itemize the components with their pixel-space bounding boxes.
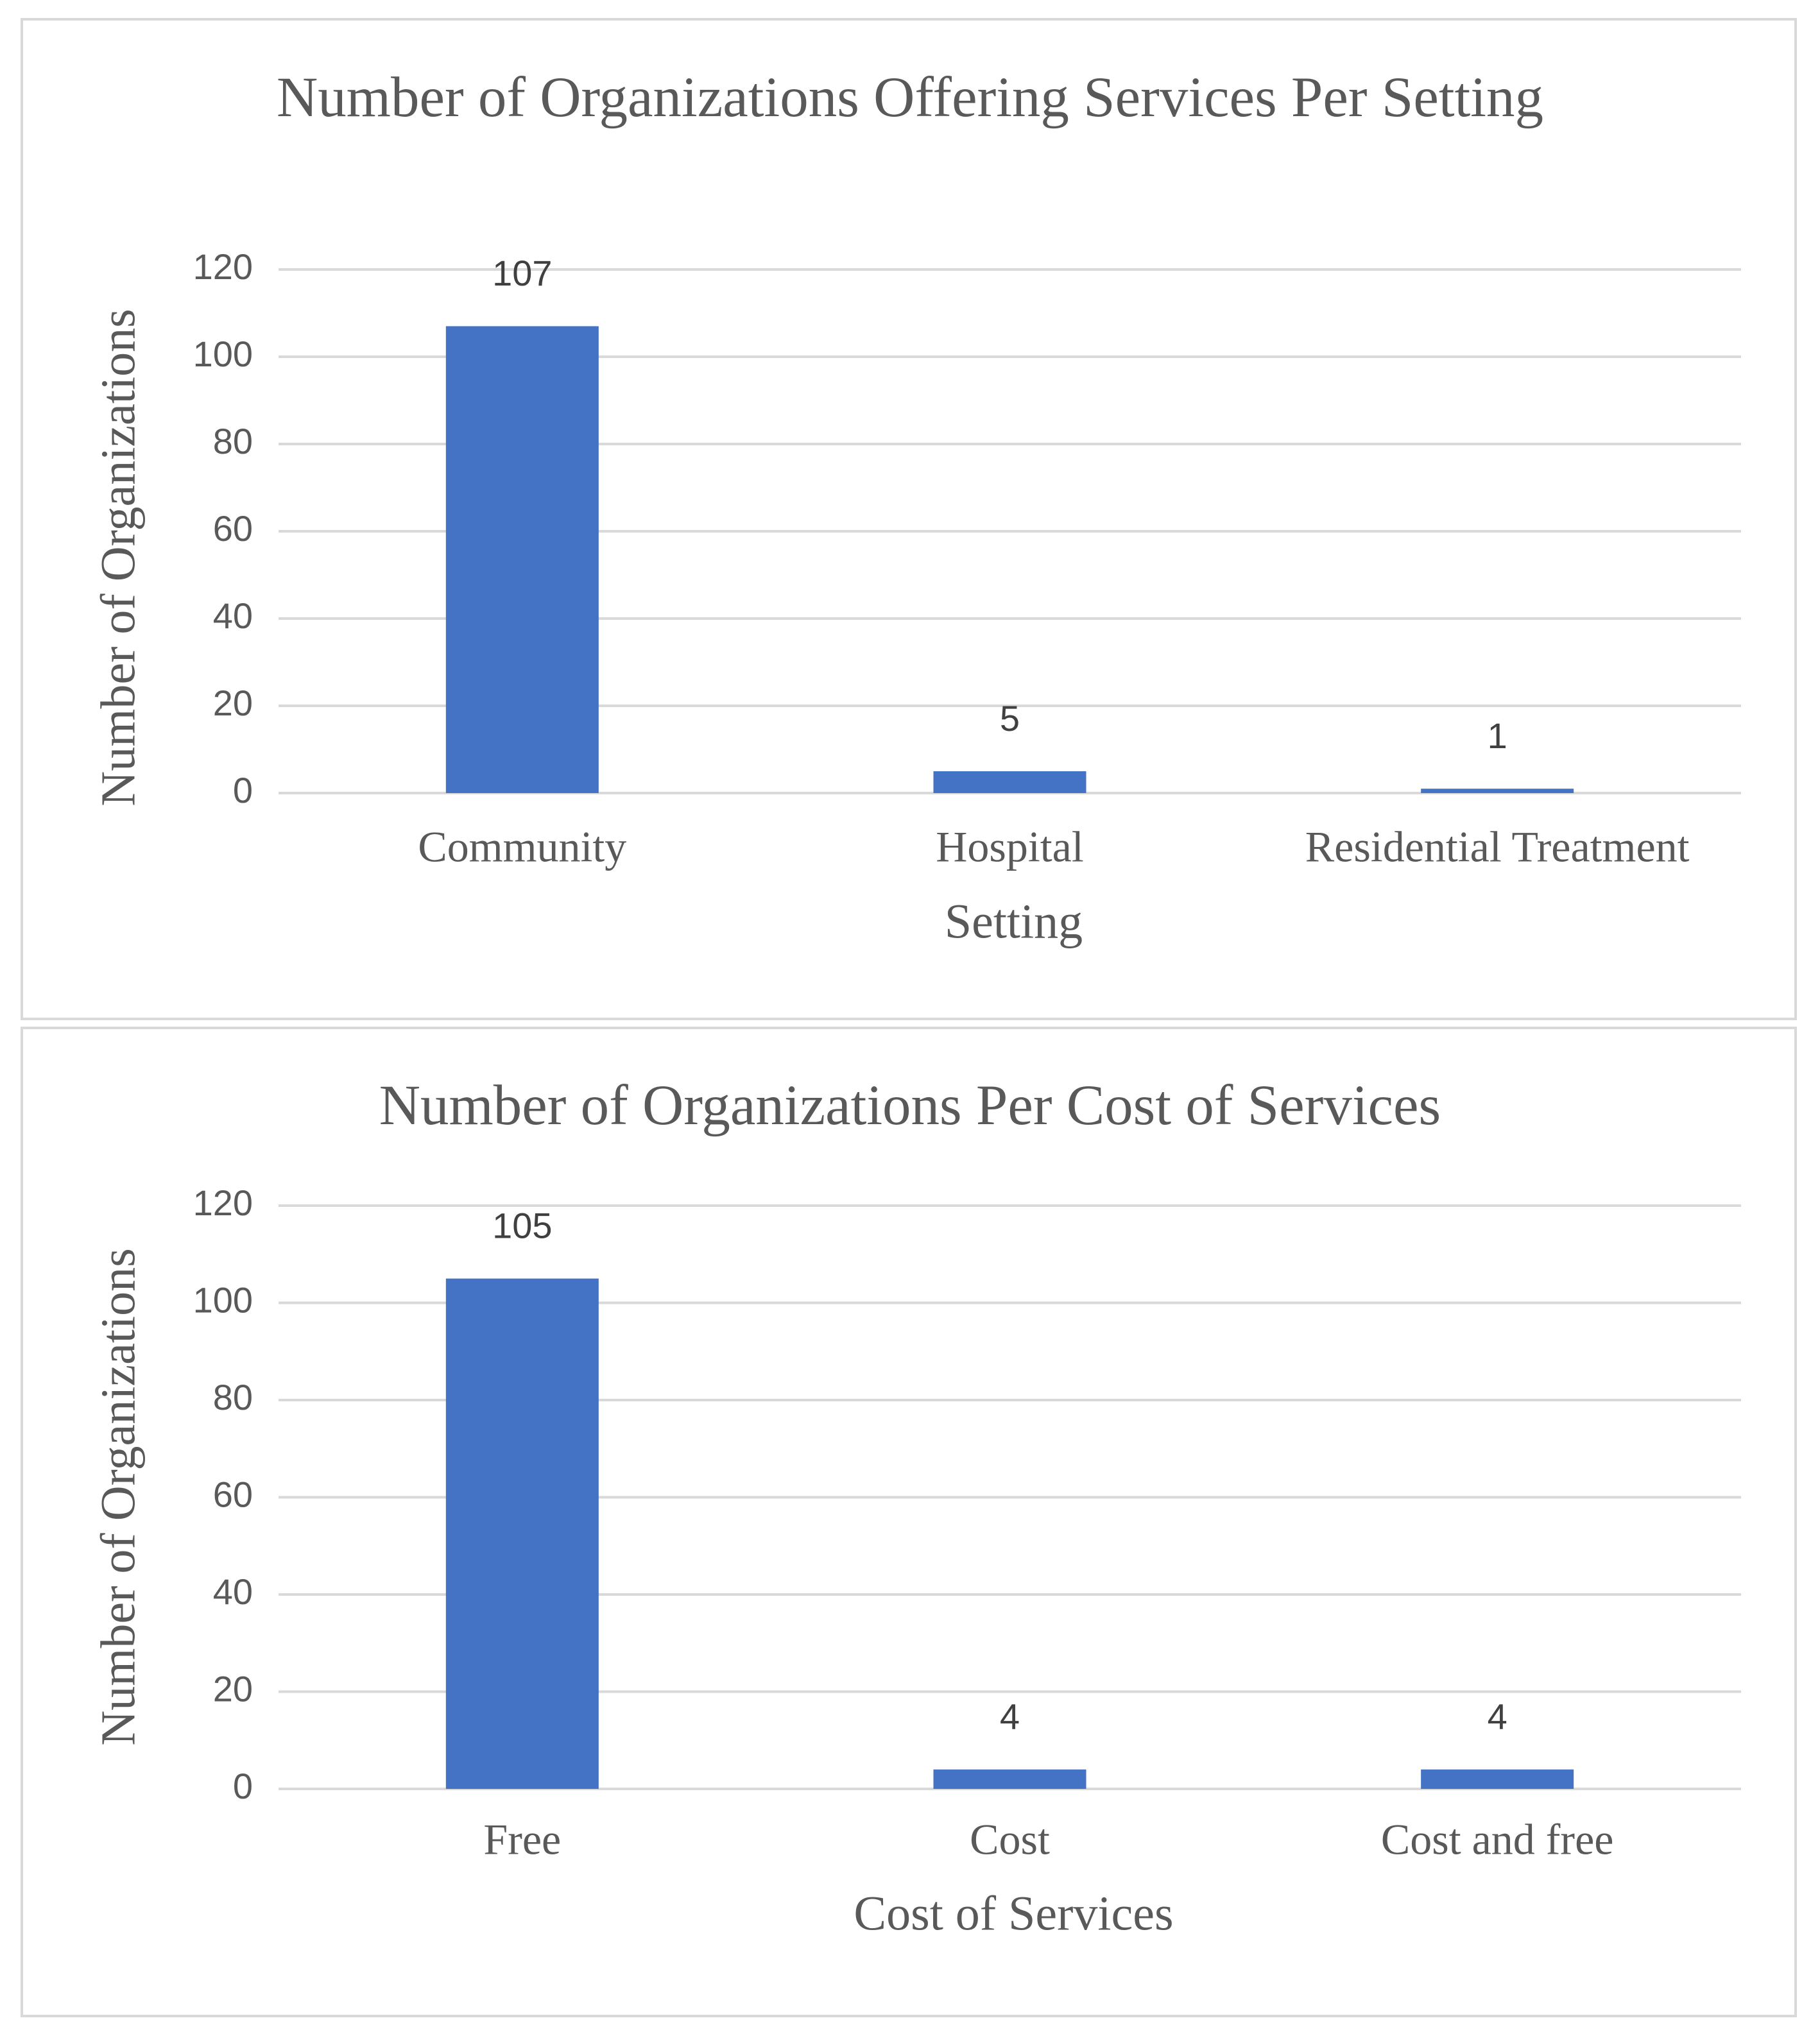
y-axis-title: Number of Organizations — [91, 1248, 145, 1745]
data-label: 4 — [1488, 1696, 1507, 1736]
data-label: 5 — [1000, 698, 1020, 739]
x-tick-label: Residential Treatment — [1305, 823, 1690, 871]
x-tick-label: Cost and free — [1381, 1815, 1614, 1864]
bar — [1421, 789, 1574, 793]
data-label: 107 — [492, 253, 552, 293]
bar — [933, 771, 1086, 793]
bar — [933, 1769, 1086, 1789]
y-tick-label: 20 — [213, 683, 253, 723]
y-tick-label: 100 — [193, 1279, 253, 1320]
x-axis-title: Setting — [945, 894, 1083, 948]
x-tick-label: Cost — [970, 1815, 1050, 1864]
chart-frame — [21, 18, 1797, 1020]
y-tick-label: 60 — [213, 508, 253, 549]
x-axis-title: Cost of Services — [854, 1886, 1173, 1940]
y-axis-title: Number of Organizations — [91, 309, 145, 806]
y-tick-label: 0 — [233, 1766, 253, 1806]
y-tick-label: 60 — [213, 1474, 253, 1514]
y-tick-label: 40 — [213, 595, 253, 636]
x-tick-label: Free — [483, 1815, 561, 1864]
y-tick-label: 0 — [233, 770, 253, 810]
chart-title: Number of Organizations Per Cost of Serv… — [379, 1074, 1441, 1137]
data-label: 1 — [1488, 715, 1507, 756]
x-tick-label: Community — [418, 823, 626, 871]
y-tick-label: 100 — [193, 334, 253, 374]
y-tick-label: 20 — [213, 1668, 253, 1709]
chart-title: Number of Organizations Offering Service… — [276, 66, 1544, 129]
chart-frame — [21, 1027, 1797, 2017]
data-label: 105 — [492, 1205, 552, 1245]
x-tick-label: Hospital — [936, 823, 1083, 871]
bar — [445, 326, 599, 793]
y-tick-label: 120 — [193, 1183, 253, 1223]
data-label: 4 — [1000, 1696, 1020, 1736]
y-tick-label: 120 — [193, 246, 253, 287]
bar — [445, 1278, 599, 1789]
bar — [1421, 1769, 1574, 1789]
y-tick-label: 80 — [213, 1377, 253, 1417]
y-tick-label: 80 — [213, 421, 253, 461]
y-tick-label: 40 — [213, 1571, 253, 1612]
